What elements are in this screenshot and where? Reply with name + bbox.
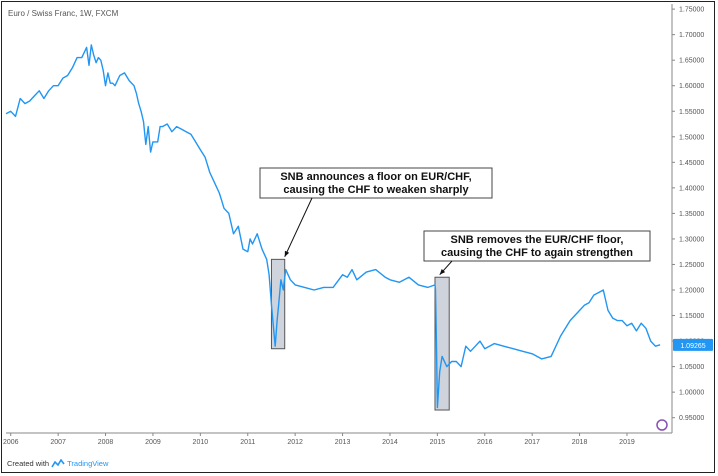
highlight-box-2	[434, 276, 450, 411]
tradingview-brand: TradingView	[67, 459, 109, 468]
y-tick-label: 1.25000	[679, 262, 704, 269]
x-tick-label: 2013	[335, 439, 351, 446]
y-tick-label: 1.45000	[679, 160, 704, 167]
x-tick-label: 2009	[145, 439, 161, 446]
arrowhead-icon	[284, 250, 290, 257]
x-tick-label: 2016	[477, 439, 493, 446]
x-tick-label: 2007	[50, 439, 66, 446]
tradingview-credit[interactable]: Created with TradingView	[7, 459, 108, 468]
annotation-arrow-1	[284, 197, 313, 258]
annotation-text-2: causing the CHF to again strengthen	[441, 247, 633, 259]
annotation-box-1	[259, 167, 493, 199]
y-tick-label: 0.95000	[679, 415, 704, 422]
last-price-label: 1.09265	[680, 343, 705, 350]
y-tick-label: 1.75000	[679, 7, 704, 14]
x-tick-label: 2012	[287, 439, 303, 446]
x-tick-label: 2017	[524, 439, 540, 446]
x-tick-label: 2011	[240, 439, 255, 446]
y-tick-label: 1.15000	[679, 313, 704, 320]
price-series-line	[5, 44, 661, 409]
y-tick-label: 1.55000	[679, 109, 704, 116]
x-tick-label: 2019	[619, 439, 635, 446]
y-tick-label: 1.20000	[679, 288, 704, 295]
y-tick-label: 1.50000	[679, 134, 704, 141]
y-tick-label: 1.35000	[679, 211, 704, 218]
x-tick-label: 2018	[572, 439, 588, 446]
last-price-badge	[673, 338, 713, 351]
x-tick-label: 2006	[3, 439, 19, 446]
annotation-text-2: SNB removes the EUR/CHF floor,	[451, 234, 624, 246]
y-tick-label: 1.65000	[679, 58, 704, 65]
x-tick-label: 2014	[382, 439, 398, 446]
x-tick-label: 2008	[98, 439, 114, 446]
x-tick-label: 2015	[430, 439, 446, 446]
y-tick-label: 1.00000	[679, 390, 704, 397]
y-tick-label: 1.30000	[679, 236, 704, 243]
y-tick-label: 1.60000	[679, 83, 704, 90]
arrowhead-icon	[439, 269, 446, 275]
goto-realtime-icon[interactable]	[656, 419, 668, 431]
annotation-box-2	[423, 230, 651, 262]
annotation-text-1: SNB announces a floor on EUR/CHF,	[280, 171, 471, 183]
x-tick-label: 2010	[193, 439, 209, 446]
tradingview-logo-icon	[51, 459, 65, 468]
chart-title: Euro / Swiss Franc, 1W, FXCM	[8, 9, 119, 18]
y-tick-label: 1.05000	[679, 364, 704, 371]
annotation-text-1: causing the CHF to weaken sharply	[283, 184, 469, 196]
y-tick-label: 1.70000	[679, 32, 704, 39]
y-tick-label: 1.40000	[679, 185, 704, 192]
created-with-label: Created with	[7, 459, 50, 468]
